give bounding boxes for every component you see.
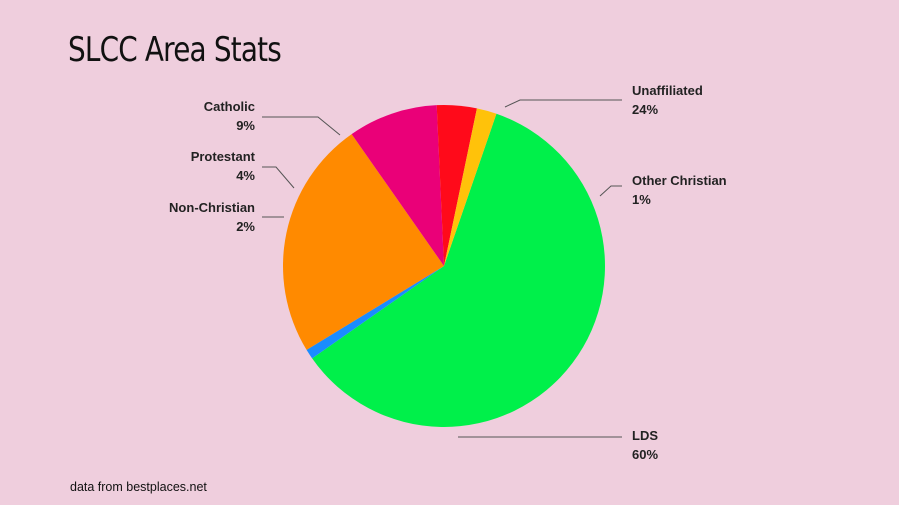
slice-label-other-christian: Other Christian 1% bbox=[632, 173, 727, 207]
pie-slice-protestant bbox=[436, 105, 477, 266]
slice-label-lds: LDS 60% bbox=[632, 428, 658, 462]
slice-labels: LDS 60% Other Christian 1% Unaffiliated 24% Ca… bbox=[169, 83, 727, 462]
slice-label-non-christian: Non-Christian 2% bbox=[169, 200, 255, 234]
slice-label-value: 4% bbox=[236, 168, 255, 183]
slice-label-value: 2% bbox=[236, 219, 255, 234]
slice-label-unaffiliated: Unaffiliated 24% bbox=[632, 83, 703, 117]
pie-slices bbox=[283, 105, 605, 427]
pie-slice-lds bbox=[312, 113, 605, 427]
slide-title: SLCC Area Stats bbox=[68, 30, 282, 70]
slice-label-name: LDS bbox=[632, 428, 658, 443]
slice-label-name: Non-Christian bbox=[169, 200, 255, 215]
leader-line-unaffiliated bbox=[504, 99, 622, 108]
slice-label-name: Protestant bbox=[191, 149, 256, 164]
source-note: data from bestplaces.net bbox=[70, 480, 207, 494]
slice-label-name: Other Christian bbox=[632, 173, 727, 188]
slice-label-catholic: Catholic 9% bbox=[204, 99, 256, 133]
slice-label-value: 24% bbox=[632, 102, 658, 117]
slice-label-value: 9% bbox=[236, 118, 255, 133]
leader-line-other-christian bbox=[599, 185, 622, 197]
slice-label-value: 1% bbox=[632, 192, 651, 207]
slice-label-name: Unaffiliated bbox=[632, 83, 703, 98]
slice-label-value: 60% bbox=[632, 447, 658, 462]
pie-slice-non-christian bbox=[444, 108, 497, 267]
pie-slice-unaffiliated bbox=[283, 134, 444, 350]
leader-line-protestant bbox=[262, 166, 295, 189]
slice-label-protestant: Protestant 4% bbox=[191, 149, 256, 183]
pie-slice-catholic bbox=[351, 105, 444, 266]
leader-line-catholic bbox=[262, 116, 341, 136]
leader-lines bbox=[262, 99, 622, 438]
slice-label-name: Catholic bbox=[204, 99, 255, 114]
pie-slice-other-christian bbox=[306, 266, 444, 359]
